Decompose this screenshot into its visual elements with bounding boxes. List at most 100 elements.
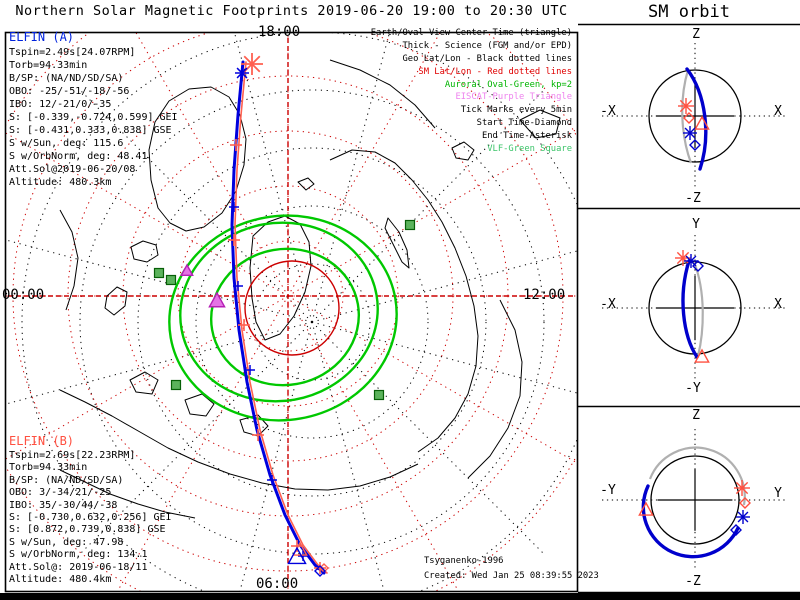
elfin-b-info-line: S w/Sun, deg: 47.98 [9,536,124,548]
auroral-oval-ring [168,214,398,422]
coastline-path [130,240,159,263]
elfin-a-footprint [230,60,326,575]
panel1-axis-right: X [774,104,782,119]
geo-lat-circle [253,263,371,381]
time-label-left: 00:00 [2,287,45,303]
triangle-marker [694,115,710,130]
elfin-a-info-line: S w/OrbNorm, deg: 48.41 [9,151,148,162]
panel2-axis-left: -X [600,297,616,312]
elfin-b-info-line: Tspin=2.69s[22.23RPM] [9,450,136,461]
diamond-marker [692,260,704,272]
geo-lon-line [311,321,385,591]
elfin-a-info-line: Torb=94.33min [9,60,88,71]
orbit-arc-gray [648,446,746,506]
asterisk-marker [679,99,693,113]
asterisk-marker [684,127,696,139]
time-label-top: 18:00 [258,24,301,40]
sm-orbit-title: SM orbit [648,2,730,22]
panel1-axis-left: -X [600,104,616,119]
orbit-arc-gray [692,261,704,357]
coastline-path [59,469,196,519]
triangle-marker [694,348,710,363]
coastline-path [384,217,410,269]
panel1-axis-bottom: -Z [685,191,701,206]
elfin-b-info-line: B/SP: (NA/ND/SD/SA) [9,474,124,486]
vlf-station-square [165,274,177,286]
tick-marks [228,139,326,574]
legend-line: EISCAT-Purple Triangle [455,92,572,103]
time-label-bottom: 06:00 [256,576,299,592]
elfin-b-info-line: OBO: 3/-34/21/-25 [9,487,112,499]
plot-border [4,31,579,593]
ground-stations [153,219,416,401]
legend-line: SM Lat/Lon - Red dotted lines [418,66,572,77]
legend-line: Auroral Oval-Green, kp=2 [444,79,572,90]
triangle-marker [208,291,226,308]
map-legend: Earth/Oval View Center Time (triangle) T… [300,27,572,156]
elfin-a-info-line: B/SP: (NA/ND/SD/SA) [9,73,124,84]
geo-lon-line [311,321,546,556]
legend-line: VLF-Green Square [487,144,572,155]
orbit-arc-blue [681,259,699,359]
panel3-axis-right: Y [774,486,782,501]
elfin-b-footprint [234,61,328,574]
asterisk-marker [737,511,749,523]
panel3-axis-bottom: -Z [685,574,701,589]
diamond-marker [739,497,751,509]
panel2-axis-bottom: -Y [685,381,701,396]
elfin-a-info-line: S: [-0.339,-0.724,0.599] GEI [9,112,178,123]
coastline-path [467,299,523,479]
model-credit: Tsyganenko-1996 [424,556,504,566]
legend-line: Tick Marks every 5min [460,105,572,116]
coastline-path [148,86,247,232]
panel2-axis-top: Y [692,217,700,232]
vlf-station-square [404,219,416,231]
legend-line: Geo Lat/Lon - Black dotted lines [402,53,572,64]
sm-grid [6,33,577,591]
coastline-path [297,177,315,191]
elfin-a-info-line: OBO: -25/-51/-18/-56 [9,86,130,97]
panel3-axis-left: -Y [600,483,616,498]
geo-lat-circle [21,33,577,591]
diamond-marker [314,565,326,577]
track-markers [235,53,329,577]
triangle-marker [287,546,307,565]
auroral-oval-ring [209,247,361,387]
panel3-axis-top: Z [692,408,700,423]
plot-title: Northern Solar Magnetic Footprints 2019-… [15,3,568,19]
elfin-b-info-line: IBO: 35/-30/44/-38 [9,499,118,511]
orbit-arc-blue [685,67,708,171]
map-area [6,33,577,591]
coastline-path [519,109,561,139]
orbit-arc-gray [681,69,693,164]
triangle-marker [180,263,194,277]
elfin-a-info-line: IBO: 12/-21/0/-35 [9,99,112,110]
geo-lat-circle [79,89,545,555]
geo-lat-circle [195,205,429,439]
coastline-path [184,393,215,417]
legend-line: End Time-Asterisk [481,131,572,142]
vlf-station-square [153,267,165,279]
elfin-b-title: ELFIN (B) [9,434,75,448]
elfin-b-info-line: S: [0.872,0.739,0.838] GSE [9,524,166,536]
coastline-path [104,286,128,316]
coastline-path [129,371,159,395]
auroral-oval-ring [179,221,379,403]
elfin-b-info-block: ELFIN (B) Tspin=2.69s[22.23RPM] Torb=94.… [9,434,172,586]
elfin-a-info-block: ELFIN (A) Tspin=2.49s[24.07RPM] Torb=94.… [9,30,178,189]
geo-lon-line [311,321,577,394]
earth-circle [648,69,742,163]
sm-lat-solid-circle [244,260,340,356]
elfin-b-info-line: Torb=94.33min [9,462,88,474]
coastline-path [329,59,436,129]
asterisk-marker [685,255,697,267]
elfin-a-info-line: Att.Sol@2019-06-20/08 [9,164,136,175]
elfin-b-info-line: Att.Sol@: 2019-06-18/11 [9,561,148,573]
panel2-axis-right: X [774,297,782,312]
elfin-a-info-line: S w/Sun, deg: 115.6 [9,138,124,149]
footprint-tracks [230,60,328,575]
asterisk-marker [236,67,248,79]
legend-line: Earth/Oval View Center Time (triangle) [370,28,572,38]
sm-lat-solid-circle [244,260,340,356]
